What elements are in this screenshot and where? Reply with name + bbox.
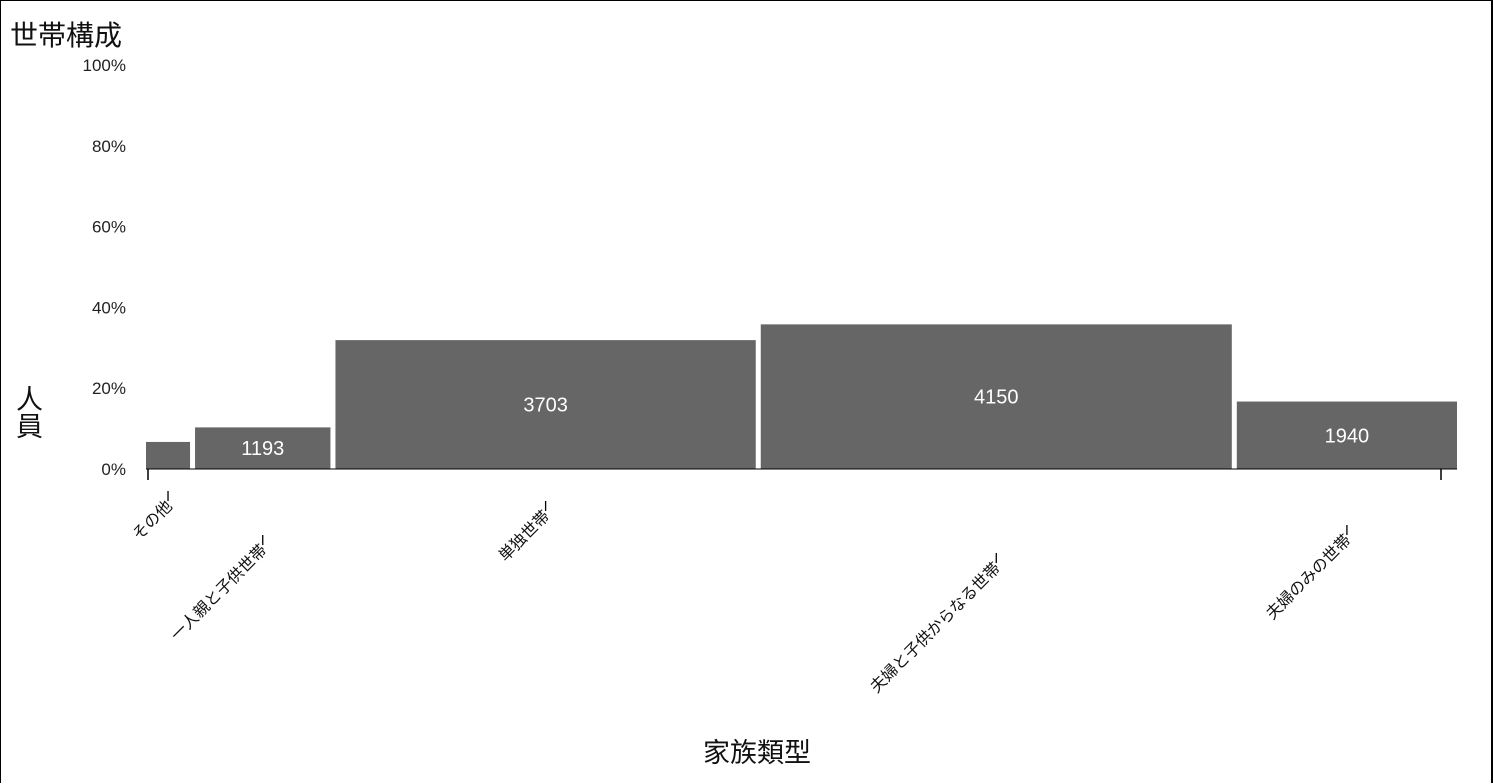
- bar: [760, 324, 1232, 469]
- y-tick-label: 40%: [92, 298, 126, 317]
- bar: [335, 340, 756, 469]
- y-tick-label: 20%: [92, 379, 126, 398]
- bar-value-label: 1940: [1325, 425, 1370, 447]
- category-label: 夫婦と子供からなる世帯: [866, 558, 1004, 696]
- category-label: 一人親と子供世帯: [167, 540, 271, 644]
- y-tick-label: 100%: [83, 56, 126, 75]
- category-label: その他: [128, 496, 175, 543]
- x-axis-label: 家族類型: [703, 738, 811, 769]
- bar: [195, 427, 331, 469]
- y-axis-label: 人員: [11, 385, 42, 439]
- bar: [1236, 401, 1457, 469]
- bar-value-label: 4150: [974, 387, 1019, 409]
- category-label: 単独世帯: [495, 506, 554, 565]
- bar-value-label: 3703: [523, 395, 568, 417]
- y-tick-label: 80%: [92, 137, 126, 156]
- bar: [146, 441, 191, 469]
- y-tick-label: 0%: [101, 460, 126, 479]
- y-tick-label: 60%: [92, 218, 126, 237]
- chart-title: 世帯構成: [10, 19, 123, 52]
- category-label: 夫婦のみの世帯: [1262, 530, 1355, 623]
- bar-value-label: 1193: [241, 438, 284, 460]
